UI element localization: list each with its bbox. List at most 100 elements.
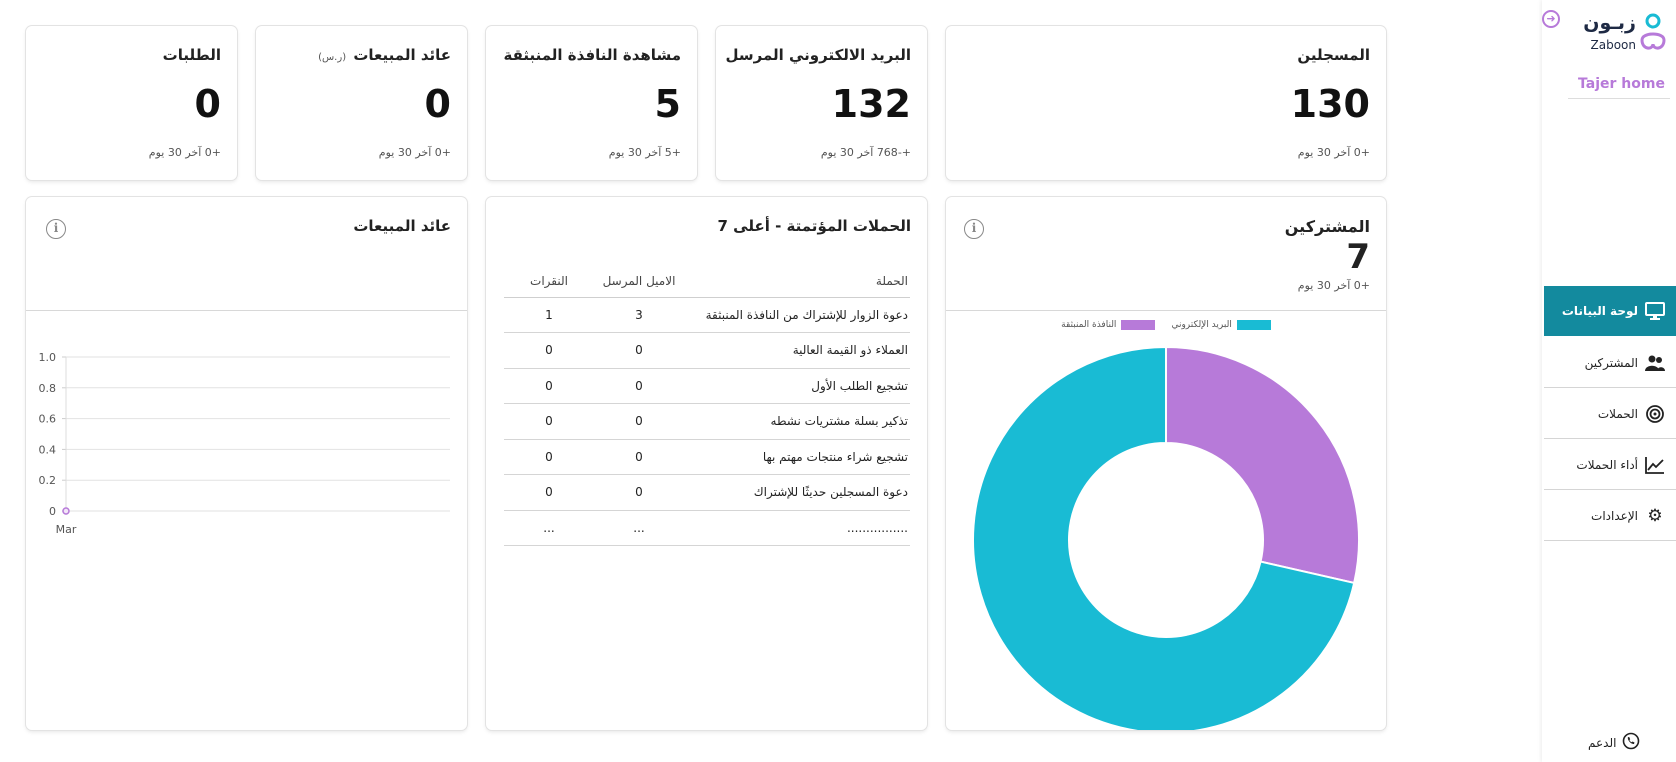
stat-title: مشاهدة النافذة المنبثقة bbox=[503, 46, 681, 64]
x-tick-label: Mar bbox=[56, 523, 77, 536]
data-point[interactable] bbox=[62, 507, 70, 515]
info-icon[interactable]: i bbox=[46, 219, 66, 239]
nav-item-label: المشتركين bbox=[1584, 355, 1638, 370]
table-row[interactable]: دعوة الزوار للإشتراك من النافذة المنبثقة… bbox=[504, 297, 910, 333]
monitor-icon bbox=[1644, 300, 1666, 322]
cell-campaign: دعوة المسجلين حديثًا للإشتراك bbox=[684, 474, 910, 511]
y-tick-label: 0.6 bbox=[39, 413, 57, 426]
stat-value: 130 bbox=[1290, 82, 1370, 126]
revenue-panel: عائد المبيعات i عائد المبيعات1.00.80.60.… bbox=[26, 197, 467, 730]
currency-unit: (ر.س) bbox=[318, 52, 347, 63]
stat-subtext: +5 آخر 30 يوم bbox=[608, 146, 681, 159]
legend-item[interactable]: النافذة المنبثقة bbox=[1061, 315, 1156, 335]
support-link[interactable]: الدعم bbox=[1588, 732, 1640, 753]
stat-card-popup-views: مشاهدة النافذة المنبثقة 5 +5 آخر 30 يوم bbox=[486, 26, 697, 180]
users-icon bbox=[1644, 352, 1666, 374]
table-row[interactable]: تذكير بسلة مشتريات نشطه 0 0 bbox=[504, 403, 910, 440]
divider bbox=[26, 310, 467, 311]
doughnut-chart bbox=[972, 345, 1360, 730]
cell-clicks: 0 bbox=[504, 368, 594, 404]
table-row[interactable]: العملاء ذو القيمة العالية 0 0 bbox=[504, 332, 910, 369]
support-label: الدعم bbox=[1588, 735, 1617, 750]
stat-card-orders: الطلبات 0 +0 آخر 30 يوم bbox=[26, 26, 237, 180]
subscribers-panel: المشتركين 7 +0 آخر 30 يوم i البريد الإلك… bbox=[946, 197, 1386, 730]
panel-title: الحملات المؤتمتة - أعلى 7 bbox=[717, 217, 911, 235]
y-tick-label: 0.2 bbox=[39, 474, 57, 487]
cell-campaign: دعوة الزوار للإشتراك من النافذة المنبثقة bbox=[684, 297, 910, 333]
legend-item[interactable]: البريد الإلكتروني bbox=[1171, 315, 1271, 335]
campaigns-panel: الحملات المؤتمتة - أعلى 7 الحملة الاميل … bbox=[486, 197, 927, 730]
panel-title: عائد المبيعات bbox=[353, 217, 451, 235]
stat-subtext: +0 آخر 30 يوم bbox=[1297, 279, 1370, 292]
nav-item-label: الحملات bbox=[1597, 406, 1638, 421]
logo[interactable]: زبـون Zaboon bbox=[1576, 10, 1672, 56]
stat-title: المسجلين bbox=[1297, 46, 1370, 64]
arrow-right-circle-icon[interactable]: ➜ bbox=[1542, 10, 1560, 28]
doughnut-slice[interactable] bbox=[1165, 345, 1360, 585]
stat-subtext: +0 آخر 30 يوم bbox=[148, 146, 221, 159]
doughnut-slice[interactable] bbox=[972, 345, 1356, 730]
cell-sent: ... bbox=[594, 510, 684, 546]
cell-campaign: تذكير بسلة مشتريات نشطه bbox=[684, 403, 910, 440]
nav-item-label: لوحة البيانات bbox=[1561, 304, 1638, 318]
table-row[interactable]: تشجيع شراء منتجات مهتم بها 0 0 bbox=[504, 439, 910, 475]
cell-sent: 0 bbox=[594, 368, 684, 404]
stat-title: عائد المبيعات (ر.س) bbox=[318, 46, 451, 64]
info-icon[interactable]: i bbox=[964, 219, 984, 239]
cell-clicks: ... bbox=[504, 510, 594, 546]
legend-label: البريد الإلكتروني bbox=[1171, 320, 1232, 330]
stat-card-emails: البريد الالكتروني المرسل 132 +-768 آخر 3… bbox=[716, 26, 927, 180]
nav-item-subscribers[interactable]: المشتركين bbox=[1544, 338, 1676, 388]
stat-card-revenue: عائد المبيعات (ر.س) 0 +0 آخر 30 يوم bbox=[256, 26, 467, 180]
cell-clicks: 1 bbox=[504, 297, 594, 333]
gears-icon: ⚙ bbox=[1647, 505, 1663, 526]
logo-mark-icon bbox=[1640, 13, 1666, 50]
cell-campaign: العملاء ذو القيمة العالية bbox=[684, 332, 910, 369]
stat-subtext: +0 آخر 30 يوم bbox=[378, 146, 451, 159]
nav-item-dashboard[interactable]: لوحة البيانات bbox=[1544, 286, 1676, 336]
stat-value: 0 bbox=[194, 82, 221, 126]
stat-value: 132 bbox=[831, 82, 911, 126]
target-icon bbox=[1644, 403, 1666, 425]
store-name: Tajer home bbox=[1578, 76, 1665, 92]
doughnut-legend: البريد الإلكتروني النافذة المنبثقة bbox=[946, 315, 1386, 335]
nav-item-label: أداء الحملات bbox=[1576, 457, 1638, 472]
legend-swatch bbox=[1236, 320, 1271, 330]
cell-campaign: تشجيع شراء منتجات مهتم بها bbox=[684, 439, 910, 475]
col-header-sent: الاميل المرسل bbox=[594, 265, 684, 298]
stat-card-subscribers: المسجلين 130 +0 آخر 30 يوم bbox=[946, 26, 1386, 180]
cell-sent: 3 bbox=[594, 297, 684, 333]
cell-sent: 0 bbox=[594, 474, 684, 511]
cell-campaign: ................ bbox=[684, 510, 910, 546]
cell-clicks: 0 bbox=[504, 332, 594, 369]
nav-item-campaigns[interactable]: الحملات bbox=[1544, 389, 1676, 439]
stat-title: الطلبات bbox=[162, 46, 221, 64]
col-header-campaign: الحملة bbox=[684, 265, 910, 298]
panel-title: المشتركين bbox=[1284, 217, 1370, 236]
campaigns-table: الحملة الاميل المرسل النقرات دعوة الزوار… bbox=[504, 265, 910, 546]
table-row: ................ ... ... bbox=[504, 510, 910, 546]
nav-item-campaign-performance[interactable]: أداء الحملات bbox=[1544, 440, 1676, 490]
y-tick-label: 0.8 bbox=[39, 382, 57, 395]
stat-title: البريد الالكتروني المرسل bbox=[725, 46, 911, 64]
cell-clicks: 0 bbox=[504, 439, 594, 475]
cell-clicks: 0 bbox=[504, 403, 594, 440]
legend-label: النافذة المنبثقة bbox=[1061, 320, 1117, 330]
y-tick-label: 0 bbox=[49, 505, 56, 518]
whatsapp-icon bbox=[1622, 732, 1640, 753]
logo-latin: Zaboon bbox=[1590, 38, 1636, 52]
divider bbox=[946, 310, 1386, 311]
stat-value: 0 bbox=[424, 82, 451, 126]
cell-sent: 0 bbox=[594, 403, 684, 440]
trend-chart-icon bbox=[1644, 454, 1666, 476]
table-row[interactable]: دعوة المسجلين حديثًا للإشتراك 0 0 bbox=[504, 474, 910, 511]
stat-subtext: +-768 آخر 30 يوم bbox=[820, 146, 911, 159]
table-row[interactable]: تشجيع الطلب الأول 0 0 bbox=[504, 368, 910, 404]
cell-sent: 0 bbox=[594, 439, 684, 475]
legend-swatch bbox=[1121, 320, 1156, 330]
table-header-row: الحملة الاميل المرسل النقرات bbox=[504, 265, 910, 298]
cell-clicks: 0 bbox=[504, 474, 594, 511]
logo-arabic: زبـون bbox=[1583, 12, 1636, 34]
nav-item-settings[interactable]: ⚙ الإعدادات bbox=[1544, 491, 1676, 541]
